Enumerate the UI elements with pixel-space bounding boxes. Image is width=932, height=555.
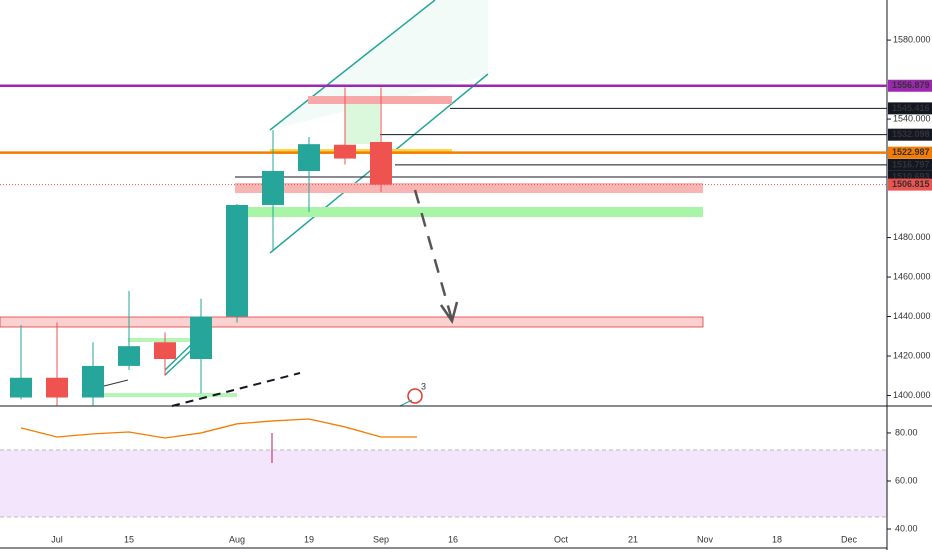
level-label: 1522.987 [892,147,930,157]
y-tick-label: 1440.000 [893,311,931,321]
x-tick-label: 16 [448,534,458,544]
level-label-box [888,128,932,141]
y-tick-label: 80.00 [895,427,918,437]
zone [245,207,703,217]
y-tick-label: 1540.000 [893,113,931,123]
y-tick-label: 1460.000 [893,271,931,281]
y-tick-label: 1480.000 [893,232,931,242]
level-label: 1545.416 [892,103,930,113]
level-label: 1506.815 [892,179,930,189]
candle-body [46,377,68,398]
x-tick-label: Aug [229,534,245,544]
candle-body [334,144,356,159]
level-label: 1556.879 [892,80,930,90]
zone [345,104,380,144]
candle-body [118,346,140,366]
candle-body [10,377,32,398]
x-tick-label: 15 [124,534,134,544]
zone [128,338,198,342]
x-tick-label: Sep [373,534,389,544]
level-label-box [888,146,932,159]
annotation: 3 [421,381,426,391]
candle-body [82,365,104,398]
level-label: 1516.797 [892,159,930,169]
zone [95,393,237,397]
zone [308,96,452,104]
y-tick-label: 1420.000 [893,350,931,360]
candle-body [226,204,248,317]
x-tick-label: Dec [841,534,858,544]
candle-body [298,144,320,172]
level-label: 1510.693 [892,171,930,181]
x-tick-label: 19 [304,534,314,544]
arrow-head [439,301,459,324]
y-tick-label: 60.00 [895,475,918,485]
zone [0,316,704,328]
candle-body [154,342,176,360]
oscillator-band [0,450,887,517]
x-tick-label: Oct [554,534,569,544]
y-tick-label: 1580.000 [893,34,931,44]
y-tick-label: 40.00 [895,523,918,533]
level-label-box [888,102,932,115]
candle-body [190,316,212,360]
x-tick-label: Jul [51,534,63,544]
level-label: 1532.098 [892,129,930,139]
event-icon[interactable] [407,388,423,404]
x-tick-label: Nov [697,534,714,544]
x-tick-label: 18 [772,534,782,544]
level-label-box [888,158,932,171]
level-label-box [888,79,932,92]
y-tick-label: 1400.000 [893,390,931,400]
oscillator-line [20,418,417,439]
zone [235,183,703,193]
level-label-box [888,178,932,191]
channel-line [269,0,436,131]
drawing [399,399,413,407]
candle-body [370,141,392,185]
x-tick-label: 21 [628,534,638,544]
candle-body [262,171,284,205]
